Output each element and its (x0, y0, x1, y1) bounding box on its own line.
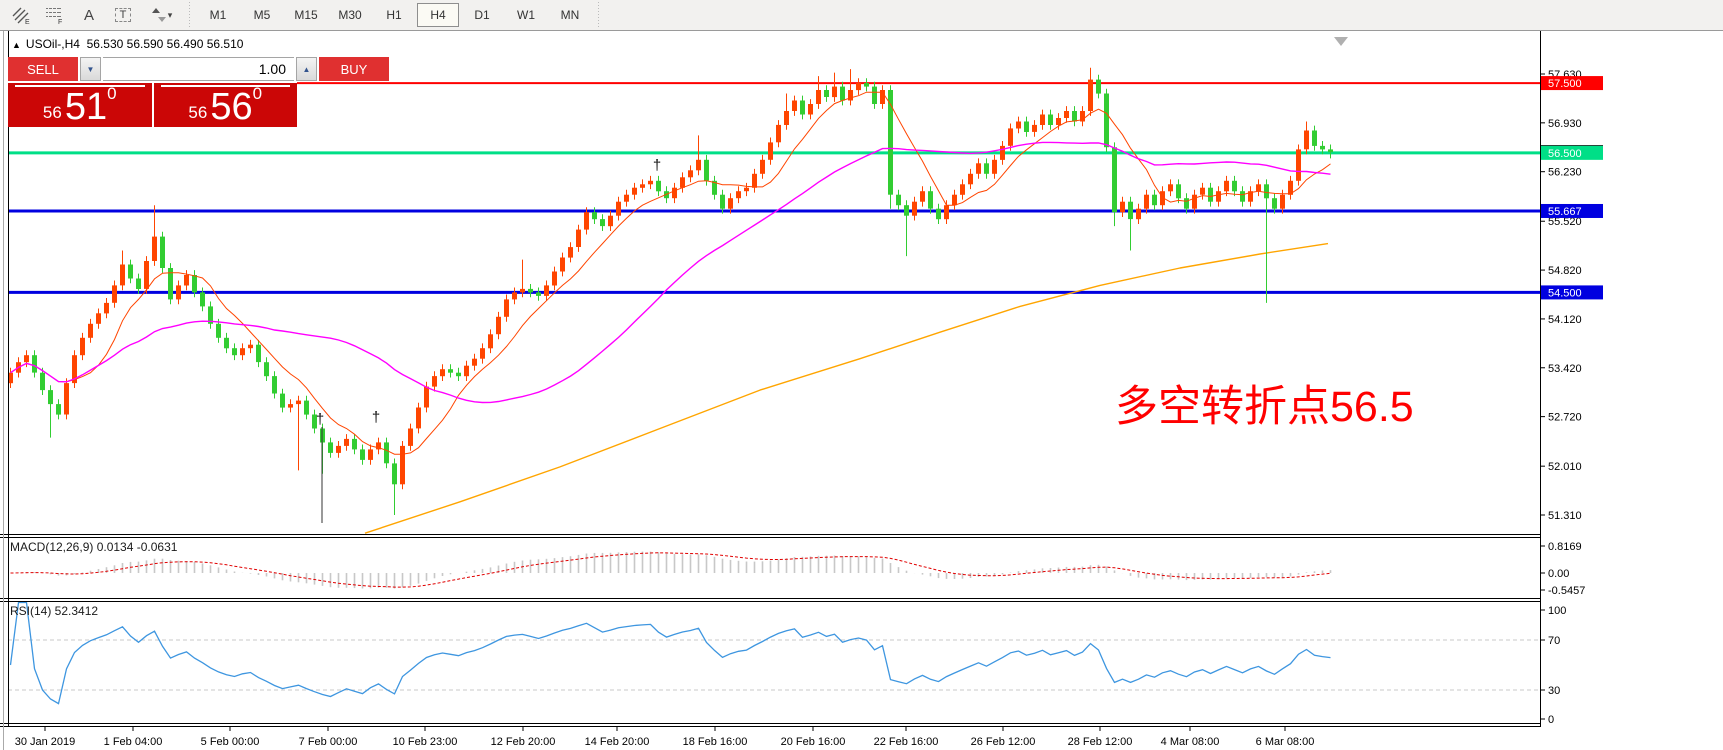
svg-text:5 Feb 00:00: 5 Feb 00:00 (201, 736, 260, 748)
svg-text:E: E (25, 19, 30, 25)
toolbar-separator (186, 2, 193, 28)
svg-text:55.667: 55.667 (1548, 206, 1582, 218)
dagger-marker-icon: † (316, 411, 324, 428)
svg-text:12 Feb 20:00: 12 Feb 20:00 (491, 736, 556, 748)
buy-price-tile[interactable]: 56 56 0 (153, 83, 297, 128)
svg-text:100: 100 (1548, 605, 1566, 617)
price-badge-54.500 (1541, 285, 1603, 300)
svg-text:14 Feb 20:00: 14 Feb 20:00 (585, 736, 650, 748)
sell-button[interactable]: SELL (8, 57, 78, 81)
buy-price-point: 0 (252, 84, 263, 103)
svg-text:57.500: 57.500 (1548, 78, 1582, 90)
svg-text:30: 30 (1548, 685, 1560, 697)
svg-text:51.310: 51.310 (1548, 510, 1582, 522)
collapse-icon[interactable]: ▲ (12, 40, 21, 50)
dagger-marker-icon: † (372, 409, 380, 426)
svg-text:1 Feb 04:00: 1 Feb 04:00 (104, 736, 163, 748)
svg-text:10 Feb 23:00: 10 Feb 23:00 (393, 736, 458, 748)
sell-price-figure: 56 (42, 103, 62, 122)
svg-text:56.230: 56.230 (1548, 167, 1582, 179)
indicator-axes: 0.8169 0.00 -0.5457 100 70 30 0 (1540, 541, 1585, 726)
textbox-icon[interactable]: T (108, 3, 138, 27)
svg-text:0: 0 (1548, 714, 1554, 726)
svg-text:70: 70 (1548, 635, 1560, 647)
svg-text:20 Feb 16:00: 20 Feb 16:00 (781, 736, 846, 748)
svg-text:22 Feb 16:00: 22 Feb 16:00 (874, 736, 939, 748)
text-icon[interactable]: A (83, 6, 94, 24)
price-axis[interactable]: 57.63056.93056.23055.52054.82054.12053.4… (1540, 69, 1603, 522)
svg-text:6 Mar 08:00: 6 Mar 08:00 (1256, 736, 1315, 748)
svg-text:-0.5457: -0.5457 (1548, 585, 1585, 597)
macd-signal-line (10, 552, 1331, 588)
price-badge-55.667 (1541, 203, 1603, 218)
candlestick-series (8, 67, 1333, 515)
svg-text:4 Mar 08:00: 4 Mar 08:00 (1161, 736, 1220, 748)
timeframe-button-H1[interactable]: H1 (386, 8, 402, 22)
rsi-line (9, 601, 1331, 705)
timeframe-button-W1[interactable]: W1 (517, 8, 535, 22)
timeframe-button-M30[interactable]: M30 (338, 8, 362, 22)
symbol-label: USOil-,H4 (25, 37, 80, 51)
chart-title: ▲ USOil-,H4 56.530 56.590 56.490 56.510 (12, 37, 243, 51)
svg-text:28 Feb 12:00: 28 Feb 12:00 (1068, 736, 1133, 748)
timeframe-button-M5[interactable]: M5 (253, 8, 271, 22)
grid-icon[interactable]: F (40, 3, 70, 27)
ohlc-readout: 56.530 56.590 56.490 56.510 (86, 37, 244, 51)
buy-price-figure: 56 (188, 103, 208, 122)
ma-slow-line (364, 242, 1329, 534)
macd-label: MACD(12,26,9) 0.0134 -0.0631 (10, 540, 178, 554)
chart-annotation: 多空转折点56.5 (1115, 383, 1414, 431)
sell-price-pips: 51 (64, 85, 108, 128)
price-badge-57.500 (1541, 76, 1603, 91)
rsi-label: RSI(14) 52.3412 (10, 604, 99, 618)
timeframe-button-M15[interactable]: M15 (294, 8, 318, 22)
chart-shift-marker-icon[interactable] (1334, 37, 1348, 46)
arrows-icon[interactable]: ▾ (142, 3, 182, 27)
svg-text:30 Jan 2019: 30 Jan 2019 (15, 736, 76, 748)
svg-text:55.520: 55.520 (1548, 216, 1582, 228)
channels-icon[interactable]: E (6, 3, 36, 27)
one-click-trading-panel: SELL ▼ ▲ BUY 56 51 0 56 56 0 (8, 57, 389, 128)
svg-text:F: F (58, 19, 62, 25)
svg-text:56.930: 56.930 (1548, 118, 1582, 130)
svg-text:0.8169: 0.8169 (1548, 541, 1582, 553)
svg-text:18 Feb 16:00: 18 Feb 16:00 (683, 736, 748, 748)
svg-text:54.500: 54.500 (1548, 287, 1582, 299)
svg-text:53.420: 53.420 (1548, 363, 1582, 375)
timeframe-buttons: M1 M5 M15 M30 H1 H4 D1 W1 MN (197, 3, 591, 27)
volume-decrease-button[interactable]: ▼ (80, 57, 101, 81)
toolbar-separator-2 (595, 2, 602, 28)
svg-text:54.820: 54.820 (1548, 265, 1582, 277)
svg-text:52.010: 52.010 (1548, 461, 1582, 473)
svg-text:56.500: 56.500 (1548, 148, 1582, 160)
svg-text:52.720: 52.720 (1548, 412, 1582, 424)
price-badge-56.500 (1541, 145, 1603, 160)
svg-text:7 Feb 00:00: 7 Feb 00:00 (299, 736, 358, 748)
buy-button[interactable]: BUY (319, 57, 389, 81)
volume-increase-button[interactable]: ▲ (296, 57, 317, 81)
price-chart-canvas[interactable]: 57.63056.93056.23055.52054.82054.12053.4… (0, 31, 1723, 750)
timeframe-button-H4[interactable]: H4 (417, 3, 459, 27)
svg-text:26 Feb 12:00: 26 Feb 12:00 (971, 736, 1036, 748)
svg-text:54.120: 54.120 (1548, 314, 1582, 326)
chart-window: ▲ USOil-,H4 56.530 56.590 56.490 56.510 S… (0, 31, 1723, 750)
buy-price-pips: 56 (210, 85, 253, 128)
dagger-marker-icon: † (653, 157, 661, 174)
svg-text:0.00: 0.00 (1548, 568, 1569, 580)
toolbar: E F A T ▾ (0, 0, 1723, 31)
timeframe-button-MN[interactable]: MN (560, 8, 580, 22)
ma-fast-line (10, 91, 1331, 455)
macd-histogram (17, 551, 1332, 589)
sell-price-point: 0 (107, 84, 117, 103)
ma-mid-line (10, 141, 1331, 404)
time-axis[interactable]: 30 Jan 2019 1 Feb 04:00 5 Feb 00:00 7 Feb 0… (15, 726, 1315, 748)
timeframe-button-M1[interactable]: M1 (209, 8, 227, 22)
timeframe-button-D1[interactable]: D1 (474, 8, 490, 22)
drawing-tools: E F A T ▾ (0, 3, 182, 27)
volume-input[interactable] (103, 57, 294, 81)
sell-price-tile[interactable]: 56 51 0 (8, 83, 152, 127)
